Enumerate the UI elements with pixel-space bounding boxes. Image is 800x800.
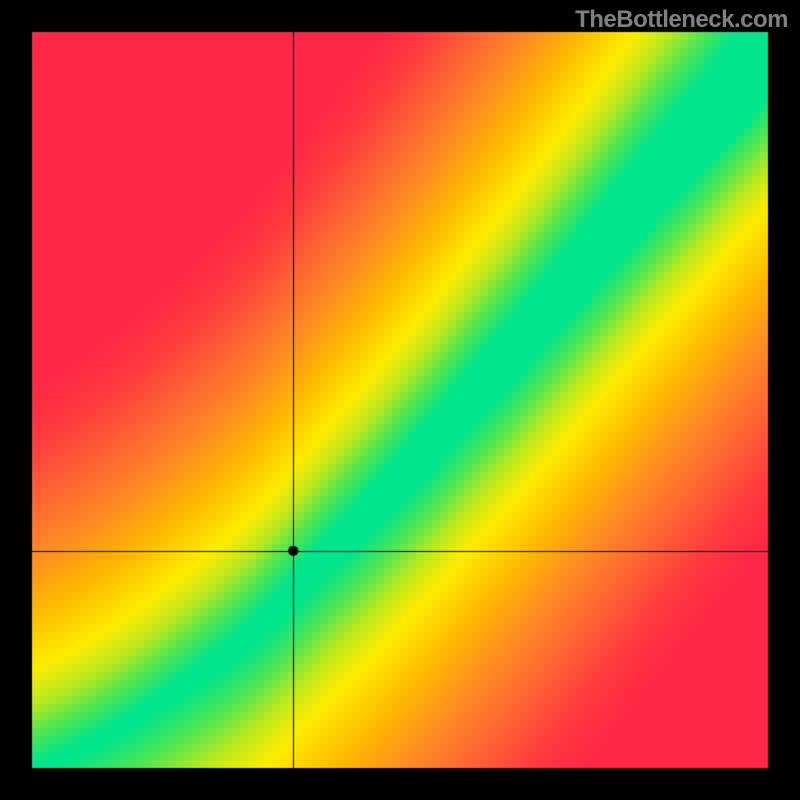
chart-container: TheBottleneck.com — [0, 0, 800, 800]
watermark-text: TheBottleneck.com — [575, 6, 788, 34]
bottleneck-heatmap — [0, 0, 800, 800]
